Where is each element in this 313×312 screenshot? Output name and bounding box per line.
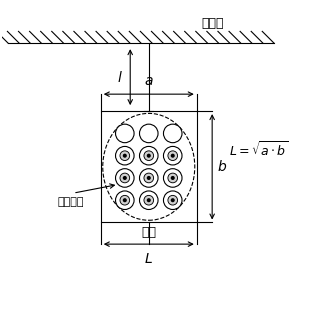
Circle shape <box>144 195 154 205</box>
Text: $L$: $L$ <box>144 252 153 266</box>
Circle shape <box>168 195 177 205</box>
Circle shape <box>171 176 175 180</box>
Circle shape <box>120 195 130 205</box>
Circle shape <box>163 146 182 165</box>
Circle shape <box>140 191 158 209</box>
Text: $b$: $b$ <box>217 159 227 174</box>
Circle shape <box>144 151 154 160</box>
Circle shape <box>120 151 130 160</box>
Text: 管路: 管路 <box>141 226 156 239</box>
Circle shape <box>147 154 151 158</box>
Circle shape <box>171 154 175 158</box>
Circle shape <box>168 173 177 183</box>
Circle shape <box>163 169 182 187</box>
Circle shape <box>144 173 154 183</box>
Circle shape <box>123 154 127 158</box>
Circle shape <box>140 124 158 143</box>
Circle shape <box>120 173 130 183</box>
Circle shape <box>115 191 134 209</box>
Text: $l$: $l$ <box>117 70 122 85</box>
Circle shape <box>171 198 175 202</box>
Circle shape <box>163 124 182 143</box>
Bar <box>101 111 197 222</box>
Circle shape <box>147 198 151 202</box>
Circle shape <box>115 124 134 143</box>
Text: ケーブル: ケーブル <box>58 197 84 207</box>
Text: 地表面: 地表面 <box>201 17 223 30</box>
Circle shape <box>147 176 151 180</box>
Circle shape <box>140 169 158 187</box>
Text: $L=\sqrt{a \cdot b}$: $L=\sqrt{a \cdot b}$ <box>229 140 288 159</box>
Circle shape <box>168 151 177 160</box>
Circle shape <box>163 191 182 209</box>
Circle shape <box>123 198 127 202</box>
Circle shape <box>115 146 134 165</box>
Circle shape <box>123 176 127 180</box>
Circle shape <box>140 146 158 165</box>
Circle shape <box>115 169 134 187</box>
Text: $a$: $a$ <box>144 74 154 88</box>
